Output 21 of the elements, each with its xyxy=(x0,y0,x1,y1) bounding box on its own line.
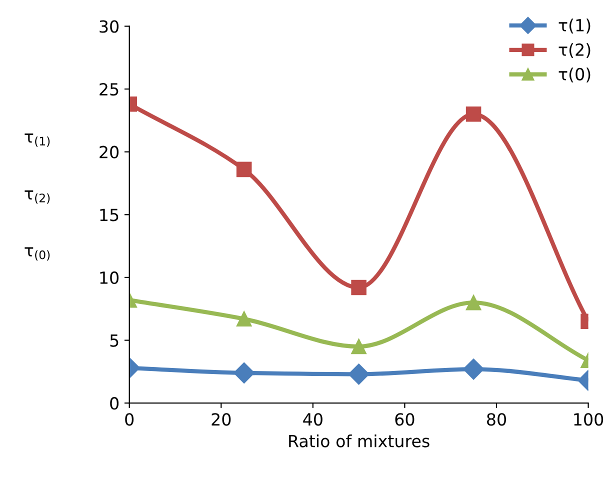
point xyxy=(351,280,366,296)
point xyxy=(348,364,370,385)
y-tick-label: 25 xyxy=(100,83,118,96)
y-tick-label: 20 xyxy=(100,146,119,158)
text: τ$_{(1)}$ τ$_{(2)}$ τ$_{(0)}$ xyxy=(24,134,50,261)
legend-label: τ(1) xyxy=(558,18,590,34)
x-tick-label: 100 xyxy=(574,413,604,426)
x-tick-label: 40 xyxy=(303,413,322,426)
y-tick-label: 0 xyxy=(110,397,119,410)
x-tick-label: 80 xyxy=(487,413,506,426)
x-tick-label: 60 xyxy=(395,413,414,426)
y-tick-label: 5 xyxy=(110,334,118,347)
x-tick-label: 20 xyxy=(212,413,231,426)
legend-label: τ(0) xyxy=(558,68,590,82)
y-tick-label: 30 xyxy=(100,20,119,33)
x-tick-label: 0 xyxy=(125,413,134,426)
point xyxy=(351,338,366,354)
y-tick-label: 15 xyxy=(100,208,118,222)
x-axis-title: Ratio of mixtures xyxy=(289,434,430,448)
legend-label: τ(2) xyxy=(558,43,590,58)
y-tick-label: 10 xyxy=(100,271,119,284)
